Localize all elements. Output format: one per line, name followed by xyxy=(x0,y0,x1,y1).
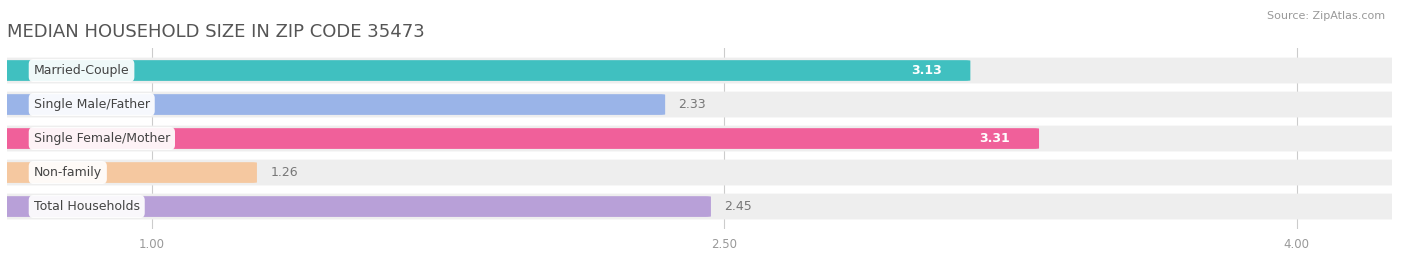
Text: 3.13: 3.13 xyxy=(911,64,942,77)
FancyBboxPatch shape xyxy=(1,60,970,81)
FancyBboxPatch shape xyxy=(0,160,1403,185)
FancyBboxPatch shape xyxy=(1,128,1039,149)
Text: Non-family: Non-family xyxy=(34,166,101,179)
Text: Source: ZipAtlas.com: Source: ZipAtlas.com xyxy=(1267,11,1385,21)
Text: 2.45: 2.45 xyxy=(724,200,752,213)
Text: MEDIAN HOUSEHOLD SIZE IN ZIP CODE 35473: MEDIAN HOUSEHOLD SIZE IN ZIP CODE 35473 xyxy=(7,23,425,41)
FancyBboxPatch shape xyxy=(0,92,1403,118)
Text: 2.33: 2.33 xyxy=(679,98,706,111)
FancyBboxPatch shape xyxy=(1,196,711,217)
Text: Total Households: Total Households xyxy=(34,200,139,213)
Text: Single Female/Mother: Single Female/Mother xyxy=(34,132,170,145)
FancyBboxPatch shape xyxy=(0,194,1403,220)
FancyBboxPatch shape xyxy=(1,94,665,115)
Text: Single Male/Father: Single Male/Father xyxy=(34,98,149,111)
FancyBboxPatch shape xyxy=(1,162,257,183)
Text: Married-Couple: Married-Couple xyxy=(34,64,129,77)
Text: 1.26: 1.26 xyxy=(270,166,298,179)
Text: 3.31: 3.31 xyxy=(980,132,1011,145)
FancyBboxPatch shape xyxy=(0,58,1403,83)
FancyBboxPatch shape xyxy=(0,126,1403,151)
